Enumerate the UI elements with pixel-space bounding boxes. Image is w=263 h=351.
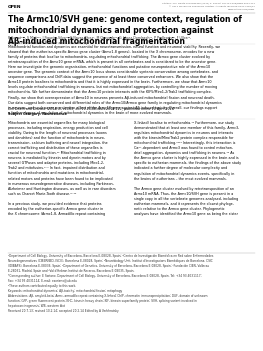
Text: OPEN: OPEN [8,5,22,9]
Text: Subject Category: Neuroscience: Subject Category: Neuroscience [8,112,67,116]
Text: ¹Department of Cell Biology, University of Barcelona, Barcelona E-08028, Spain; : ¹Department of Cell Biology, University … [8,254,213,312]
Text: X-linked) localise to mitochondria.¹¹ Furthermore, our study
demonstrated that a: X-linked) localise to mitochondria.¹¹ Fu… [134,121,241,216]
Text: Mitochondrial function and dynamics are essential for neurotransmission, neural : Mitochondrial function and dynamics are … [8,45,222,115]
Text: R Serrat¹²⁹, S Miró³⁴⁹, J Figueiro-Silva¹², E Navas-Pérez¹, M Quevedo¹², G López: R Serrat¹²⁹, S Miró³⁴⁹, J Figueiro-Silva… [8,36,191,45]
Text: The Armc10/SVH gene: genome context, regulation of
mitochondrial dynamics and pr: The Armc10/SVH gene: genome context, reg… [8,15,242,46]
Text: Cell Death and Disease (2014) 5, e1163; doi:10.1038/cddis.2014.121; published on: Cell Death and Disease (2014) 5, e1163; … [8,107,174,111]
Text: Citation: Cell Death and Disease (2014) 5, e1163; doi:10.1038/cddis.2014.121
© 2: Citation: Cell Death and Disease (2014) … [162,3,255,10]
Text: Mitochondria are essential organelles for many biological
processes, including r: Mitochondria are essential organelles fo… [8,121,116,216]
